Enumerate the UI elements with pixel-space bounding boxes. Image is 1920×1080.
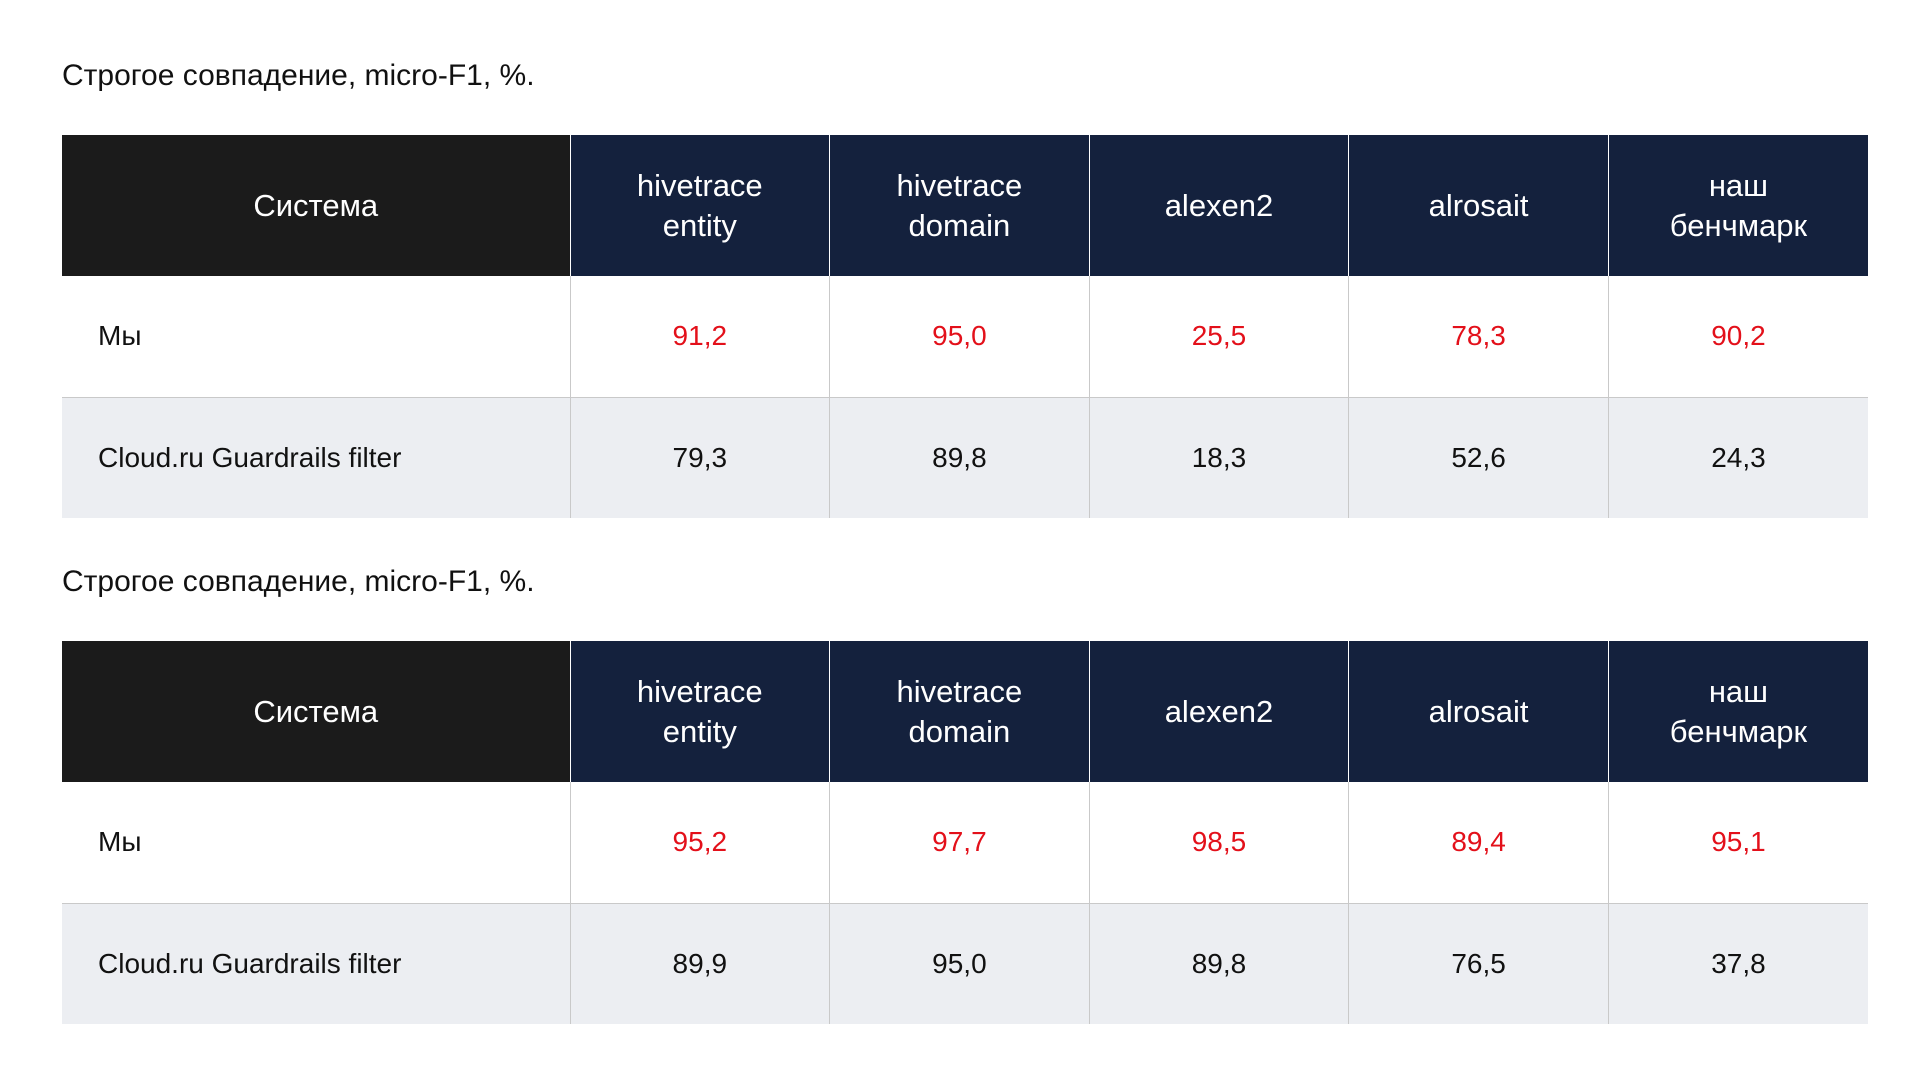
table-cell: 98,5 (1088, 782, 1349, 904)
metrics-table: Система hivetrace entity hivetrace domain … (62, 641, 1868, 1024)
header-col-alexen2: alexen2 (1088, 135, 1349, 276)
table-cell: 25,5 (1088, 276, 1349, 398)
table-cell: 18,3 (1088, 397, 1349, 518)
header-col-our-benchmark: наш бенчмарк (1607, 641, 1868, 782)
table-cell: 91,2 (569, 276, 830, 398)
header-col-hivetrace-domain: hivetrace domain (829, 135, 1090, 276)
header-col-hivetrace-entity: hivetrace entity (569, 641, 830, 782)
header-col-hivetrace-domain: hivetrace domain (829, 641, 1090, 782)
table-cell: 78,3 (1348, 276, 1609, 398)
table-cell: 24,3 (1607, 397, 1868, 518)
table-row-cloud: Cloud.ru Guardrails filter 79,3 89,8 18,… (62, 397, 1868, 518)
header-col-our-benchmark: наш бенчмарк (1607, 135, 1868, 276)
table-caption: Строгое совпадение, micro-F1, %. (62, 59, 535, 92)
table-cell: 89,4 (1348, 782, 1609, 904)
metrics-table: Система hivetrace entity hivetrace domain … (62, 135, 1868, 518)
table-cell: 95,1 (1607, 782, 1868, 904)
header-col-alrosait: alrosait (1348, 135, 1609, 276)
header-system: Система (62, 135, 570, 276)
table-cell: 95,2 (569, 782, 830, 904)
table-cell: 89,9 (569, 903, 830, 1024)
table-cell: 52,6 (1348, 397, 1609, 518)
row-label: Cloud.ru Guardrails filter (62, 397, 570, 518)
table-cell: 79,3 (569, 397, 830, 518)
header-col-hivetrace-entity: hivetrace entity (569, 135, 830, 276)
table-cell: 37,8 (1607, 903, 1868, 1024)
table-cell: 76,5 (1348, 903, 1609, 1024)
table-row-ours: Мы 91,2 95,0 25,5 78,3 90,2 (62, 276, 1868, 398)
header-row: Система hivetrace entity hivetrace domain … (62, 641, 1868, 782)
table-cell: 90,2 (1607, 276, 1868, 398)
table-cell: 97,7 (829, 782, 1090, 904)
row-label: Мы (62, 276, 570, 398)
row-label: Мы (62, 782, 570, 904)
table-row-ours: Мы 95,2 97,7 98,5 89,4 95,1 (62, 782, 1868, 904)
table-cell: 89,8 (829, 397, 1090, 518)
table-caption: Строгое совпадение, micro-F1, %. (62, 565, 535, 598)
header-col-alrosait: alrosait (1348, 641, 1609, 782)
table-row-cloud: Cloud.ru Guardrails filter 89,9 95,0 89,… (62, 903, 1868, 1024)
table-cell: 95,0 (829, 276, 1090, 398)
header-col-alexen2: alexen2 (1088, 641, 1349, 782)
row-label: Cloud.ru Guardrails filter (62, 903, 570, 1024)
table-cell: 95,0 (829, 903, 1090, 1024)
header-row: Система hivetrace entity hivetrace domain … (62, 135, 1868, 276)
header-system: Система (62, 641, 570, 782)
table-cell: 89,8 (1088, 903, 1349, 1024)
